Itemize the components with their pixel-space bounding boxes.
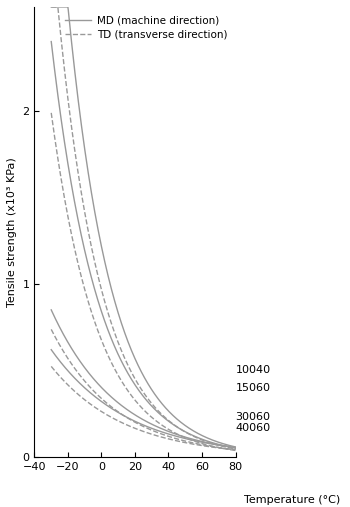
MD (machine direction) — [49, 4, 53, 10]
MD (machine direction) — [233, 444, 238, 450]
Text: 30060: 30060 — [236, 412, 271, 422]
TD (transverse direction) — [233, 446, 238, 452]
TD (transverse direction) — [136, 382, 141, 388]
MD (machine direction) — [149, 385, 153, 391]
MD (machine direction) — [138, 366, 142, 372]
Legend: MD (machine direction), TD (transverse direction): MD (machine direction), TD (transverse d… — [62, 12, 230, 43]
Line: TD (transverse direction): TD (transverse direction) — [51, 7, 236, 449]
Line: MD (machine direction): MD (machine direction) — [51, 7, 236, 447]
TD (transverse direction) — [149, 400, 153, 406]
TD (transverse direction) — [49, 4, 53, 10]
MD (machine direction) — [159, 400, 163, 406]
MD (machine direction) — [200, 432, 204, 439]
TD (transverse direction) — [200, 437, 204, 443]
TD (transverse direction) — [138, 384, 142, 390]
Y-axis label: Tensile strength (x10³ KPa): Tensile strength (x10³ KPa) — [7, 157, 17, 307]
MD (machine direction) — [136, 364, 141, 370]
Text: 10040: 10040 — [236, 366, 271, 376]
TD (transverse direction) — [229, 445, 233, 451]
Text: Temperature (°C): Temperature (°C) — [244, 495, 340, 505]
MD (machine direction) — [229, 443, 233, 449]
TD (transverse direction) — [159, 411, 163, 417]
Text: 40060: 40060 — [236, 423, 271, 432]
Text: 15060: 15060 — [236, 383, 271, 393]
